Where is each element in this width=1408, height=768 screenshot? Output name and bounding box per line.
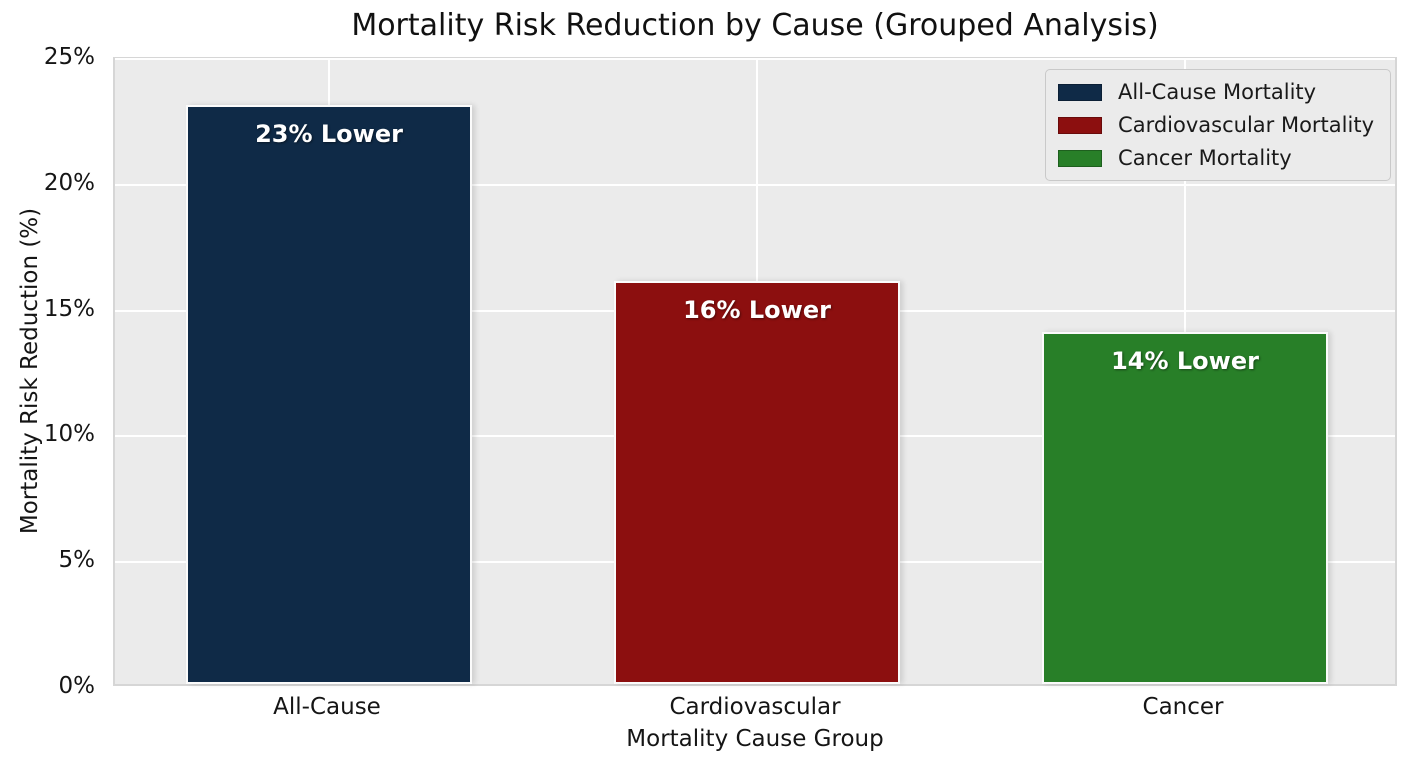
legend-item: Cardiovascular Mortality [1058, 113, 1374, 137]
legend: All-Cause Mortality Cardiovascular Mortal… [1045, 69, 1391, 181]
bar-cancer: 14% Lower [1042, 331, 1328, 684]
x-axis-label: Mortality Cause Group [626, 726, 884, 752]
bar-value-label: 16% Lower [683, 296, 831, 325]
y-tick-label: 20% [43, 169, 95, 196]
legend-swatch [1058, 149, 1103, 167]
y-axis-ticks: 0% 5% 10% 15% 20% 25% [0, 44, 105, 699]
chart-title: Mortality Risk Reduction by Cause (Group… [351, 8, 1159, 43]
legend-item: All-Cause Mortality [1058, 80, 1374, 104]
bar-all-cause: 23% Lower [186, 105, 472, 684]
bar-value-label: 14% Lower [1111, 346, 1259, 375]
bar-value-label: 23% Lower [255, 120, 403, 149]
legend-label: Cardiovascular Mortality [1118, 113, 1374, 137]
bar-cardiovascular: 16% Lower [614, 281, 900, 684]
legend-swatch [1058, 83, 1103, 101]
y-tick-label: 15% [43, 295, 95, 322]
y-tick-label: 10% [43, 421, 95, 448]
x-tick-label-cardiovascular: Cardiovascular [669, 694, 841, 720]
y-tick-label: 0% [58, 673, 96, 699]
legend-label: All-Cause Mortality [1118, 80, 1317, 104]
y-tick-label: 5% [58, 547, 96, 574]
x-tick-label-cancer: Cancer [1142, 694, 1224, 720]
y-tick-label: 25% [43, 44, 95, 70]
legend-item: Cancer Mortality [1058, 146, 1374, 170]
legend-label: Cancer Mortality [1118, 146, 1292, 170]
x-tick-label-all-cause: All-Cause [273, 694, 381, 720]
legend-swatch [1058, 116, 1103, 134]
plot-area: 23% Lower 16% Lower 14% Lower All-Cause Mo… [113, 57, 1397, 686]
gridline-horizontal [115, 183, 1395, 186]
gridline-horizontal [115, 58, 1395, 60]
